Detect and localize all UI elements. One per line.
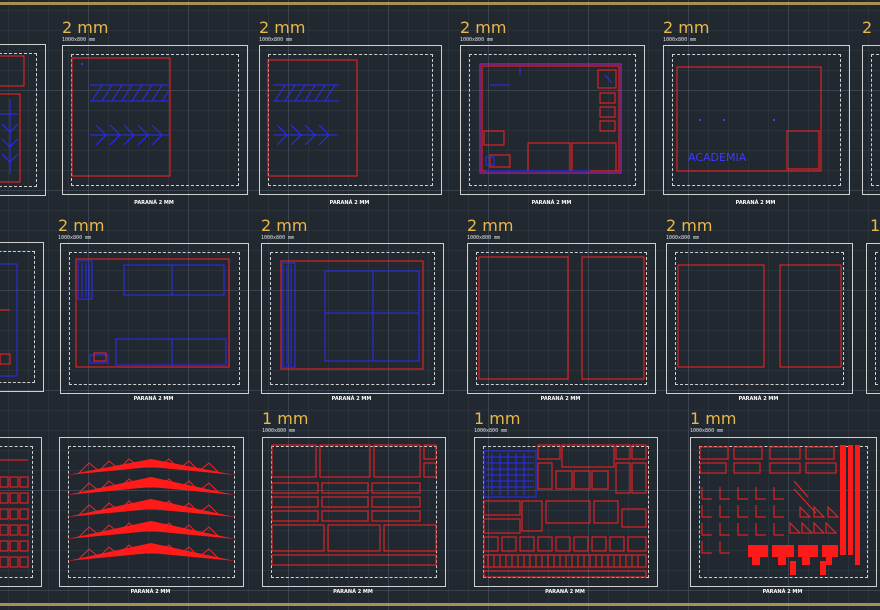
sheet-r1-partial-right[interactable] (862, 45, 880, 195)
sheet-caption: PARANÁ 2 MM (738, 396, 779, 402)
sheet-thickness-label: 2 mm (663, 18, 710, 37)
sheet-thickness-label: 1 mm (690, 409, 737, 428)
sheet-dimension-label: 1000x800 mm (690, 428, 724, 434)
sheet-margin (270, 252, 435, 385)
sheet-margin (469, 54, 636, 186)
sheet-r1-3-drawing (479, 63, 622, 174)
sheet-r1-partial-left[interactable] (0, 44, 46, 196)
sheet-r3-partial-left-drawing (0, 459, 29, 568)
sheet-r2-partial-right[interactable] (866, 243, 880, 394)
sheet-thickness-label: 2 mm (460, 18, 507, 37)
sheet-margin (0, 446, 33, 578)
sheet-margin (672, 54, 841, 186)
sheet-thickness-label: 1 mm (474, 409, 521, 428)
sheet-r2-3[interactable] (467, 243, 656, 394)
sheet-thickness-label: 2 mm (261, 216, 308, 235)
sheet-thickness-label: 2 mm (467, 216, 514, 235)
sheet-r2-partial-left[interactable] (0, 242, 44, 392)
sheet-dimension-label: 1000x800 mm (474, 428, 508, 434)
sheet-caption: PARANÁ 2 MM (531, 200, 572, 206)
sheet-margin (875, 252, 880, 385)
sheet-caption: PARANÁ 2 MM (545, 589, 585, 595)
sheet-r3-1-drawing (67, 458, 235, 561)
sheet-r1-2-drawing (267, 59, 358, 177)
sheet-r2-1-drawing (75, 258, 230, 368)
sheet-thickness-label: 1 (870, 216, 880, 235)
sheet-r3-3-drawing (483, 444, 647, 578)
sheet-thickness-label: 2 (862, 18, 873, 37)
sheet-caption: PARANÁ 2 MM (134, 200, 174, 206)
sheet-margin (476, 252, 647, 385)
sheet-caption: PARANÁ 2 MM (735, 200, 776, 206)
sheet-r1-4[interactable] (663, 45, 850, 195)
sheet-r3-2-drawing (271, 444, 437, 566)
sheet-caption: PARANÁ 2 MM (130, 589, 171, 595)
sheet-margin (0, 53, 37, 187)
sheet-dimension-label: 1000x800 mm (666, 235, 700, 241)
layout-top-border (0, 2, 880, 5)
sheet-dimension-label: 1000x800 mm (62, 37, 96, 43)
sheet-caption: PARANÁ 2 MM (329, 200, 370, 206)
sheet-r2-1[interactable] (60, 243, 249, 394)
sheet-dimension-label: 1000x800 mm (460, 37, 494, 43)
sheet-r3-1[interactable] (59, 437, 244, 587)
sheet-r3-partial-left[interactable] (0, 437, 42, 587)
sheet-margin (675, 252, 844, 385)
sheet-thickness-label: 2 mm (58, 216, 105, 235)
sheet-thickness-label: 1 mm (262, 409, 309, 428)
sheet-caption: PARANÁ 2 MM (540, 396, 581, 402)
sheet-thickness-label: 2 mm (666, 216, 713, 235)
sheet-r1-1-drawing (71, 57, 171, 177)
sheet-thickness-label: 2 mm (62, 18, 109, 37)
sheet-dimension-label: 1000x800 mm (58, 235, 92, 241)
sheet-margin (871, 54, 880, 186)
sheet-dimension-label: 1000x800 mm (663, 37, 697, 43)
sheet-dimension-label: 1000x800 mm (261, 235, 295, 241)
sheet-r3-4-drawing (699, 445, 860, 575)
sheet-r2-partial-left-drawing (0, 263, 18, 377)
sheet-r2-4-drawing (677, 264, 842, 368)
sheet-r2-2[interactable] (261, 243, 444, 394)
sheet-margin (69, 252, 240, 385)
sheet-r2-3-drawing (478, 256, 645, 380)
sheet-engraved-text: ACADEMIA (688, 151, 747, 164)
sheet-dimension-label: 1000x800 mm (467, 235, 501, 241)
sheet-r2-2-drawing (280, 260, 424, 370)
sheet-dimension-label: 1000x800 mm (259, 37, 293, 43)
sheet-dimension-label: 1000x800 mm (262, 428, 296, 434)
sheet-caption: PARANÁ 2 MM (333, 589, 373, 595)
sheet-caption: PARANÁ 2 MM (331, 396, 372, 402)
sheet-r1-4-drawing: ACADEMIA (676, 66, 822, 172)
layout-bottom-border (0, 603, 880, 606)
sheet-r1-partial-left-drawing (0, 55, 25, 183)
sheet-thickness-label: 2 mm (259, 18, 306, 37)
sheet-margin (0, 251, 35, 383)
sheet-caption: PARANÁ 2 MM (133, 396, 174, 402)
sheet-margin (68, 446, 235, 578)
sheet-r1-3[interactable] (460, 45, 645, 195)
sheet-r2-4[interactable] (666, 243, 853, 394)
sheet-caption: PARANÁ 2 MM (762, 589, 803, 595)
